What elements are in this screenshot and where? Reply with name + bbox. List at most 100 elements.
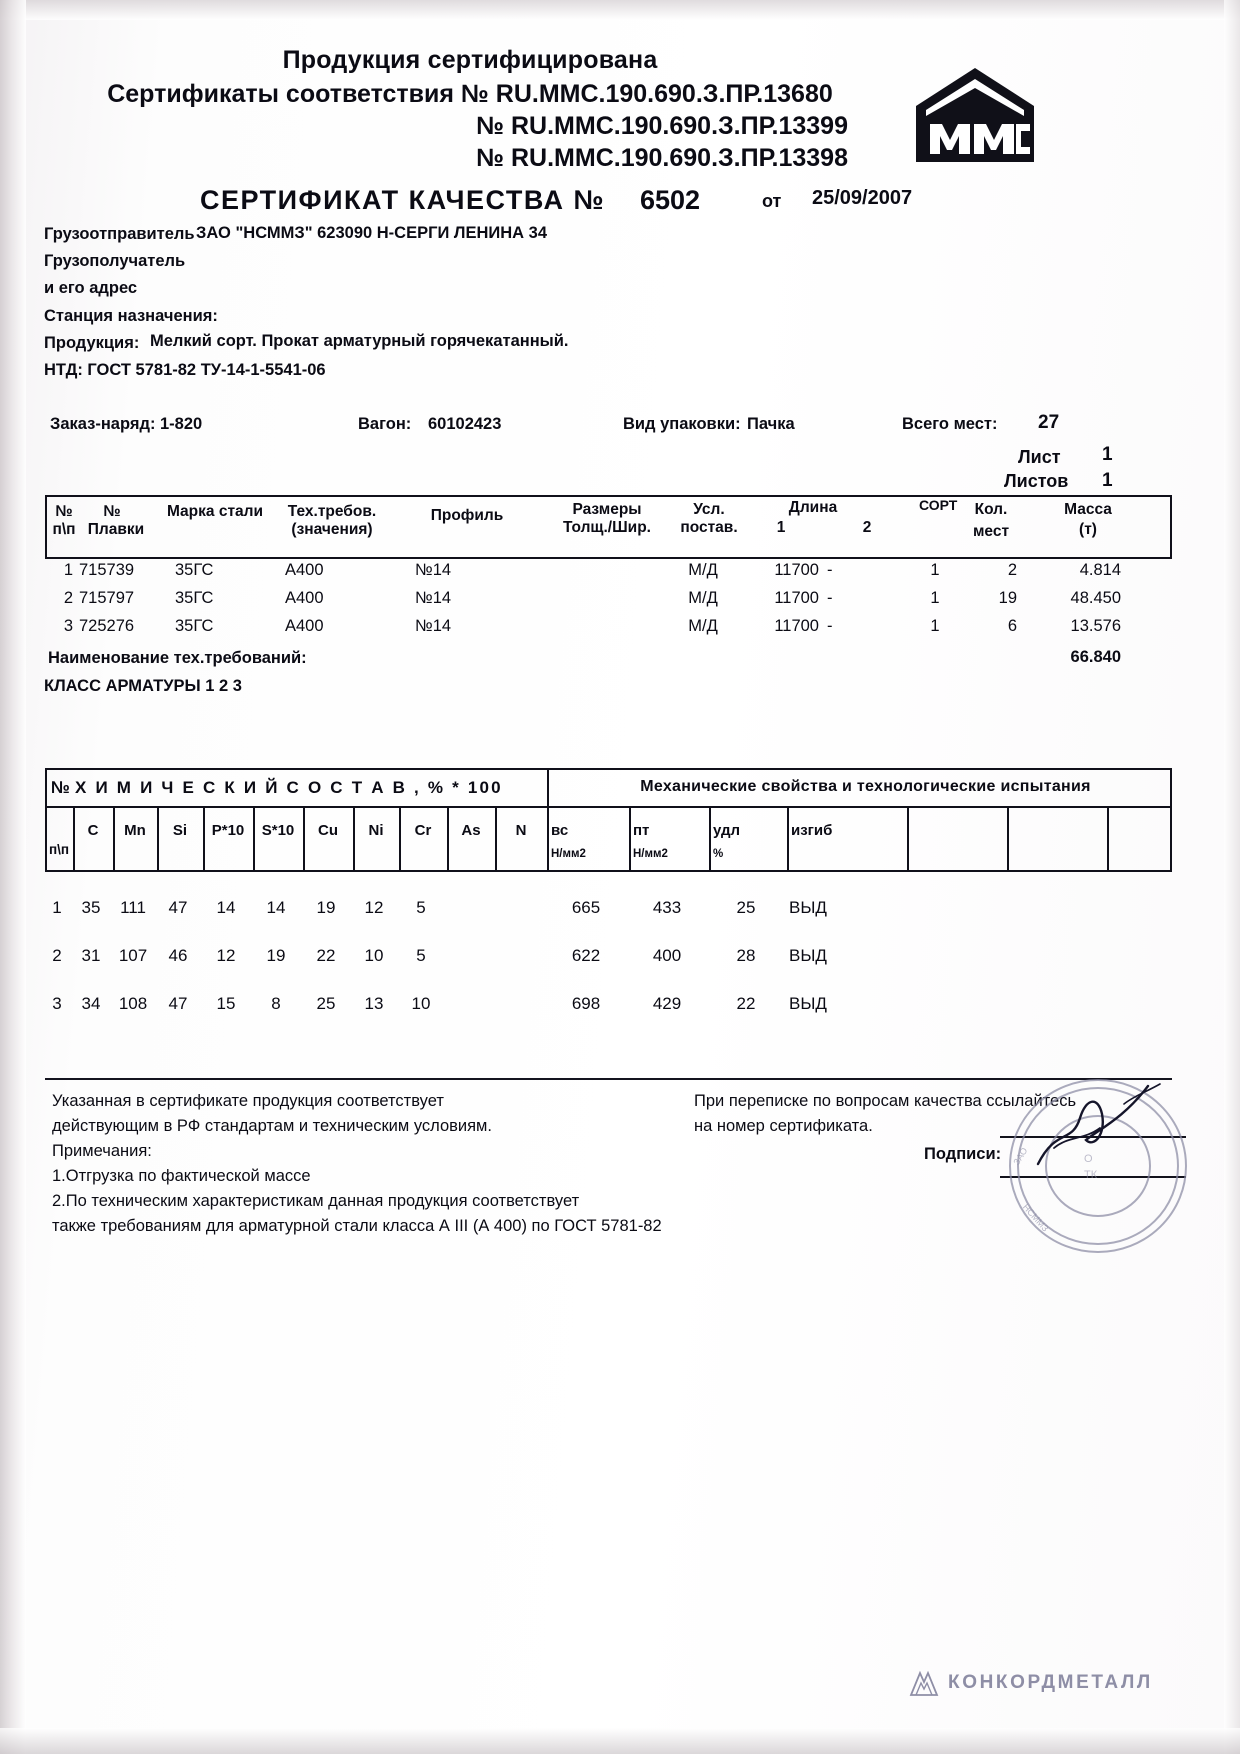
- main-table-header: № п\п № Плавки Марка стали Тех.требов. (…: [45, 495, 1172, 559]
- footer-right-1: При переписке по вопросам качества ссыла…: [694, 1092, 1077, 1110]
- mech-col-unit-удл: %: [713, 848, 724, 860]
- mech-col-divider: [907, 808, 909, 870]
- mech-col-divider: [547, 808, 549, 870]
- cell-tech: А400: [285, 617, 324, 635]
- mech-col-unit-вс: Н/мм2: [551, 848, 586, 860]
- cell-np: 1: [63, 561, 73, 579]
- cell-mest: 6: [1007, 617, 1017, 635]
- main-product-table: № п\п № Плавки Марка стали Тех.требов. (…: [45, 495, 1172, 645]
- cell-Cu: 25: [316, 994, 336, 1013]
- cert-number-2: № RU.ММС.190.690.З.ПР.13399: [476, 112, 848, 140]
- cell-izgib: ВЫД: [789, 898, 827, 917]
- mech-col-divider: [709, 808, 711, 870]
- sheets-value: 1: [1102, 470, 1113, 491]
- cell-len2: -: [827, 561, 833, 579]
- chem-col-As: As: [461, 822, 481, 839]
- signature-scribble: [1036, 1083, 1161, 1166]
- total-places-label: Всего мест:: [902, 415, 998, 433]
- cell-mest: 19: [998, 589, 1017, 607]
- col-heat-line2: Плавки: [87, 521, 145, 538]
- cell-usl: М/Д: [688, 617, 718, 635]
- cell-udl: 25: [736, 898, 756, 917]
- watermark-text: КОНКОРДМЕТАЛЛ: [948, 1672, 1153, 1693]
- table-row: 3 725276 35ГС А400 №14 М/Д 11700- 1 6 13.576: [45, 617, 1172, 645]
- cert-number-1: № RU.ММС.190.690.З.ПР.13680: [460, 80, 833, 108]
- chem-col-Cr: Cr: [414, 822, 432, 839]
- cert-number-3: № RU.ММС.190.690.З.ПР.13398: [476, 144, 848, 172]
- footer-right-2: на номер сертификата.: [694, 1117, 873, 1135]
- footer-note-2b: также требованиям для арматурной стали к…: [52, 1217, 662, 1235]
- product-value: Мелкий сорт. Прокат арматурный горячекат…: [150, 332, 569, 350]
- col-places-line1: Кол.: [974, 501, 1008, 518]
- chem-col-divider: [113, 808, 115, 870]
- cell-P10: 14: [216, 898, 236, 917]
- mech-col-divider: [629, 808, 631, 870]
- cell-mest: 2: [1007, 561, 1017, 579]
- svg-text:НСММЗ: НСММЗ: [1021, 1202, 1051, 1233]
- chem-col-divider: [253, 808, 255, 870]
- order-value: 1-820: [160, 415, 203, 433]
- sheet-value: 1: [1102, 444, 1113, 465]
- sheet-label: Лист: [1018, 447, 1061, 467]
- chem-col-divider: [495, 808, 497, 870]
- signature-line-2: [1000, 1176, 1186, 1178]
- col-usl-line2: постав.: [680, 519, 738, 536]
- chem-col-N: N: [515, 822, 527, 839]
- cell-sort: 1: [930, 561, 940, 579]
- station-label: Станция назначения:: [44, 307, 218, 325]
- cell-P10: 12: [216, 946, 236, 965]
- cell-grade: 35ГС: [175, 617, 214, 635]
- cell-udl: 28: [736, 946, 756, 965]
- col-length-1: 1: [776, 519, 786, 536]
- cell-Ni: 12: [364, 898, 384, 917]
- total-mass-value: 66.840: [1070, 648, 1121, 666]
- cell-len2: -: [827, 617, 833, 635]
- col-places-line2: мест: [972, 523, 1010, 540]
- chem-col-pnp: п\п: [49, 842, 70, 857]
- cell-np: 2: [52, 946, 62, 965]
- chem-table-title: Х И М И Ч Е С К И Й С О С Т А В , % * 10…: [75, 778, 503, 797]
- cell-np: 3: [52, 994, 62, 1013]
- table-row: 1 35 111 47 14 14 19 12 5 665 433 25 ВЫД: [45, 898, 1172, 946]
- col-tech-line2: (значения): [291, 521, 373, 538]
- chem-table-body: 1 35 111 47 14 14 19 12 5 665 433 25 ВЫД 2 31 107 46 12 19…: [45, 898, 1172, 1042]
- svg-text:ТК: ТК: [1084, 1169, 1098, 1181]
- cell-vs: 698: [571, 994, 601, 1013]
- cell-usl: М/Д: [688, 589, 718, 607]
- scan-edge-top: [0, 0, 1240, 20]
- col-sort: СОРТ: [919, 497, 958, 513]
- chemical-composition-table: № Х И М И Ч Е С К И Й С О С Т А В , % * …: [45, 768, 1172, 1042]
- cell-grade: 35ГС: [175, 561, 214, 579]
- scan-edge-left: [0, 0, 26, 1754]
- cell-sort: 1: [930, 617, 940, 635]
- footer-note-2a: 2.По техническим характеристикам данная …: [52, 1192, 580, 1210]
- chem-col-divider: [399, 808, 401, 870]
- conformity-line-1: Сертификаты соответствия № RU.ММС.190.69…: [0, 80, 940, 109]
- cell-heat: 725276: [79, 617, 135, 635]
- col-tech-line1: Тех.требов.: [287, 503, 377, 520]
- table-row: 1 715739 35ГС А400 №14 М/Д 11700- 1 2 4.814: [45, 561, 1172, 589]
- mech-col-divider: [787, 808, 789, 870]
- cell-C: 31: [81, 946, 101, 965]
- cell-pt: 429: [652, 994, 682, 1013]
- table-row: 3 34 108 47 15 8 25 13 10 698 429 22 ВЫД: [45, 994, 1172, 1042]
- col-size-line2: Толщ./Шир.: [563, 519, 651, 536]
- certified-headline: Продукция сертифицирована: [282, 46, 658, 74]
- mech-col-divider: [1007, 808, 1009, 870]
- certificate-number: 6502: [640, 185, 701, 215]
- cell-np: 2: [63, 589, 73, 607]
- cell-heat: 715797: [79, 589, 135, 607]
- chem-col-divider: [353, 808, 355, 870]
- cell-S10: 8: [271, 994, 281, 1013]
- chem-col-divider: [157, 808, 159, 870]
- col-np-line1: №: [55, 503, 73, 520]
- cell-pt: 400: [652, 946, 682, 965]
- table-row: 2 715797 35ГС А400 №14 М/Д 11700- 1 19 48.450: [45, 589, 1172, 617]
- cell-np: 1: [52, 898, 62, 917]
- cell-P10: 15: [216, 994, 236, 1013]
- chem-col-C: C: [87, 822, 99, 839]
- chem-col-Px10: P*10: [211, 822, 245, 839]
- footer-notes-label: Примечания:: [52, 1142, 152, 1160]
- sheets-label: Листов: [1004, 471, 1069, 491]
- cell-Cu: 19: [316, 898, 336, 917]
